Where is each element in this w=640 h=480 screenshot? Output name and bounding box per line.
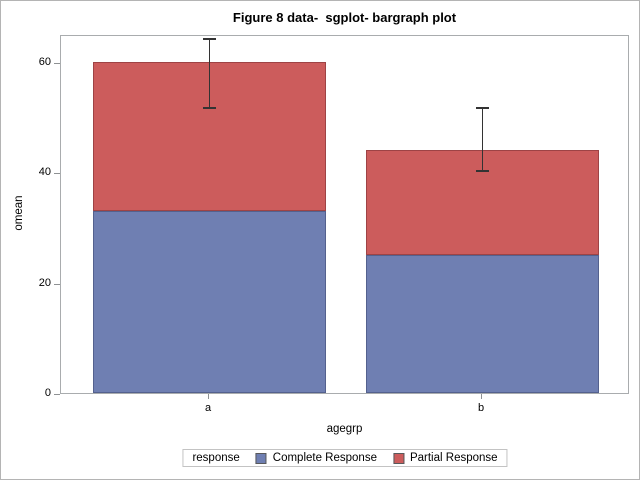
y-tick-label-40: 40 (38, 166, 51, 178)
bar-b-segment-0 (365, 254, 599, 393)
y-tick-label-60: 60 (38, 56, 51, 68)
error-bar-a-upper-cap (202, 37, 216, 40)
chart-title: Figure 8 data- sgplot- bargraph plot (232, 10, 457, 25)
error-bar-a-lower-cap (202, 106, 216, 109)
y-tick-mark-0 (54, 394, 60, 395)
error-bar-b (482, 107, 483, 172)
x-tick-mark-a (208, 394, 209, 399)
y-tick-mark-20 (54, 284, 60, 285)
plot-area (60, 35, 629, 394)
x-tick-mark-b (481, 394, 482, 399)
x-axis-label: agegrp (326, 423, 363, 435)
legend-swatch-1 (392, 452, 404, 464)
error-bar-a (209, 38, 210, 108)
y-tick-mark-60 (54, 63, 60, 64)
legend: response Complete Response Partial Respon… (182, 449, 508, 467)
error-bar-b-lower-cap (475, 170, 489, 173)
x-tick-label-b: b (477, 402, 485, 414)
error-bar-b-upper-cap (475, 106, 489, 109)
y-tick-label-20: 20 (38, 277, 51, 289)
legend-item-0: Complete Response (255, 452, 377, 464)
bar-a-segment-0 (92, 210, 326, 393)
y-tick-mark-40 (54, 173, 60, 174)
legend-label-1: Partial Response (409, 452, 498, 464)
legend-item-1: Partial Response (392, 452, 498, 464)
legend-label-0: Complete Response (272, 452, 377, 464)
legend-title: response (192, 452, 240, 464)
y-axis-label: omean (13, 195, 25, 231)
legend-swatch-0 (255, 452, 267, 464)
y-tick-label-0: 0 (44, 387, 51, 399)
x-tick-label-a: a (204, 402, 212, 414)
